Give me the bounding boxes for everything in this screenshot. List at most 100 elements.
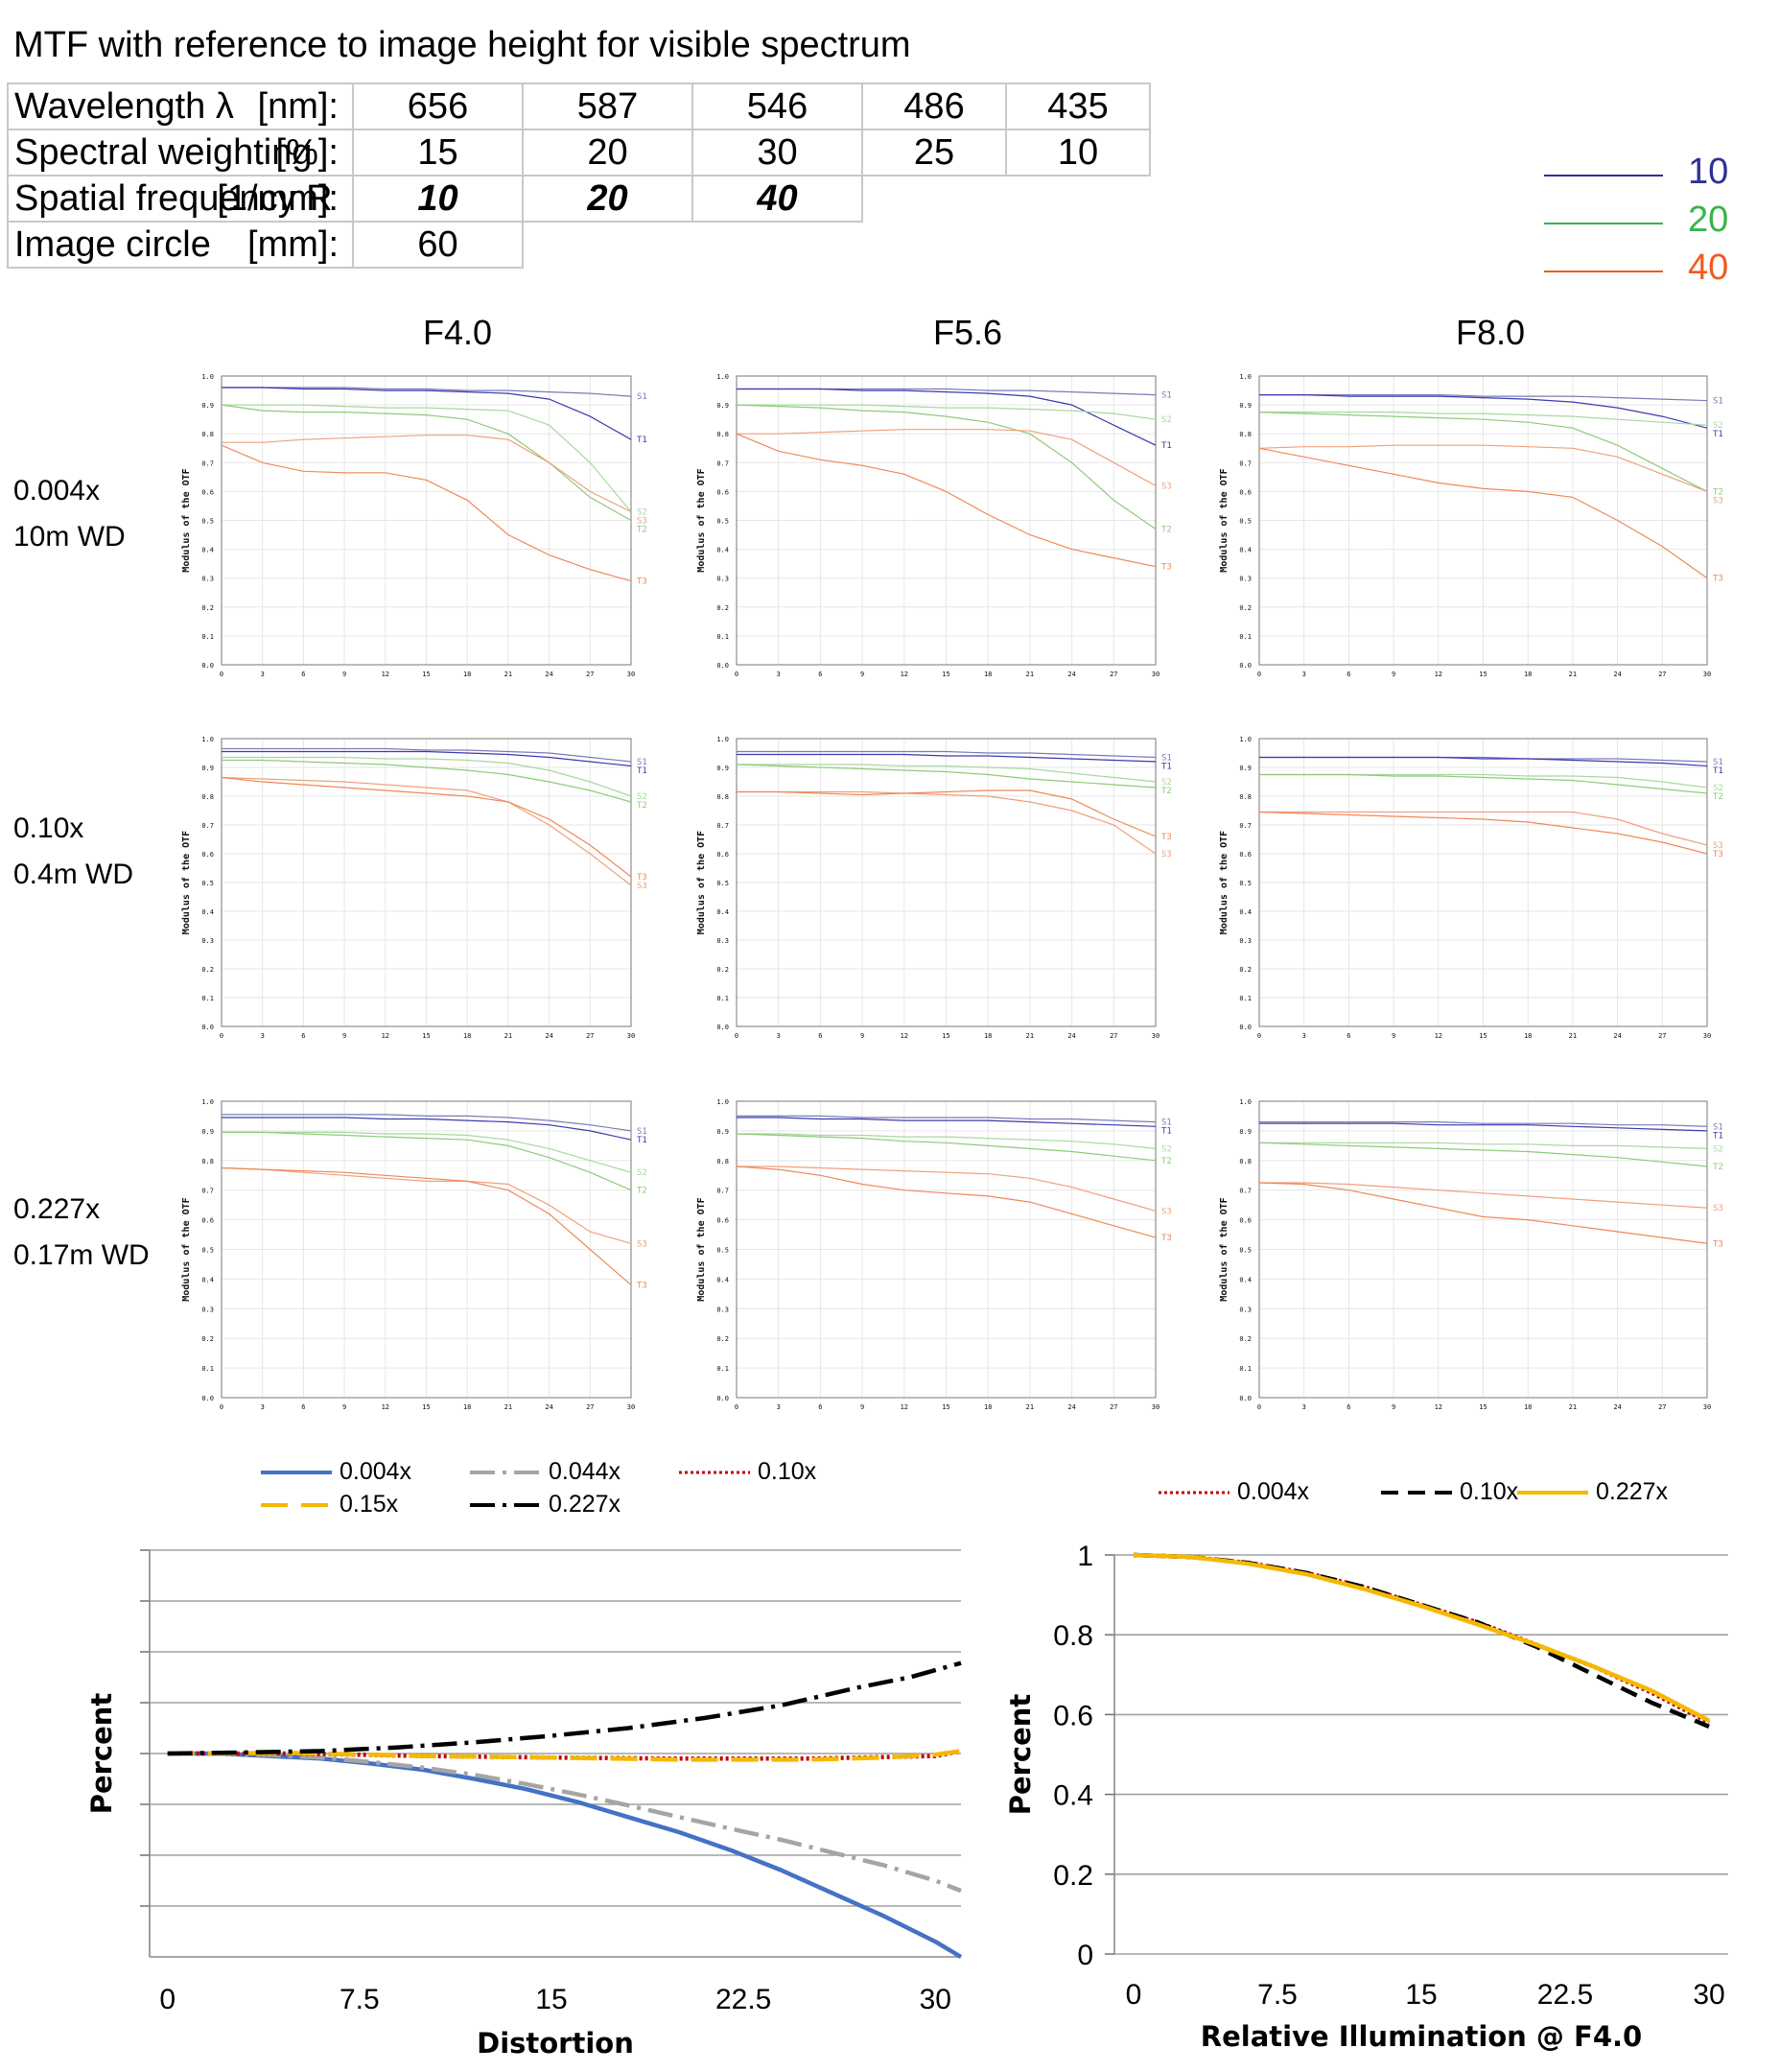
aperture-header-f4: F4.0 — [422, 313, 493, 352]
legend-swatch — [470, 1503, 541, 1507]
mtf-curve-s1 — [222, 1114, 632, 1132]
label-text: Spatial frequency R — [14, 177, 333, 219]
y-tick-label: 0.6 — [201, 488, 214, 496]
illumination-curve — [1133, 1552, 1711, 1723]
x-tick-label: 12 — [1435, 671, 1442, 678]
mtf-curve-s3 — [1258, 444, 1708, 492]
curve-label-t2: T2 — [637, 801, 647, 811]
y-tick-label: 0.0 — [716, 1395, 729, 1402]
mtf-curve-t1 — [222, 387, 632, 440]
y-tick-label: 0 — [1077, 1940, 1093, 1971]
curve-label-s3: S3 — [637, 1239, 647, 1249]
y-tick-label: 1.0 — [716, 736, 729, 743]
mtf-panel: 0 3 6 9 12 15 18 21 24 27 30 0.0 0.1 0.2 0.3 0.4 0.5 0.6 0… — [683, 727, 1204, 1046]
y-tick-label: 0.2 — [716, 1335, 729, 1343]
mtf-curve-t2 — [1258, 1142, 1708, 1167]
mtf-curve-s3 — [221, 776, 632, 886]
y-tick-label: 0.1 — [201, 1365, 214, 1373]
distortion-svg: 0 7.5 15 22.5 30 Distortion Percent — [85, 1549, 963, 2060]
legend-label: 0.227x — [549, 1491, 621, 1518]
curve-label-t2: T2 — [1713, 487, 1723, 497]
curve-label-t1: T1 — [1713, 1131, 1723, 1141]
curve-label-s2: S2 — [1713, 421, 1723, 431]
mtf-curve-t1 — [737, 753, 1157, 763]
y-tick-label: 0.8 — [1239, 793, 1252, 801]
curve-label-s3: S3 — [637, 516, 647, 526]
mtf-curve-t3 — [221, 1166, 632, 1286]
curve-label-t1: T1 — [637, 1136, 647, 1145]
curve-label-t1: T1 — [1161, 1127, 1172, 1137]
curve-label-s1: S1 — [1713, 1122, 1723, 1132]
y-tick-label: 0.1 — [716, 1365, 729, 1373]
legend-swatch — [679, 1471, 750, 1474]
y-tick-label: 0.2 — [201, 1335, 214, 1343]
y-tick-label: 0.4 — [1239, 908, 1252, 916]
x-tick-label: 3 — [777, 1032, 781, 1040]
curve-label-t2: T2 — [1161, 787, 1172, 796]
aperture-header-f56: F5.6 — [932, 313, 1003, 352]
y-axis-label: Modulus of the OTF — [1219, 468, 1230, 572]
legend-label: 10 — [1688, 152, 1729, 192]
x-tick-label: 0 — [1257, 671, 1261, 678]
x-tick-label: 30 — [1693, 1979, 1724, 2011]
x-tick-label: 12 — [382, 1403, 389, 1411]
curve-label-s3: S3 — [1161, 1207, 1172, 1216]
curve-label-s2: S2 — [1161, 415, 1172, 425]
x-tick-label: 0 — [735, 671, 738, 678]
mtf-curve-s3 — [1259, 1182, 1708, 1209]
aperture-header-f8: F8.0 — [1455, 313, 1526, 352]
x-tick-label: 24 — [1613, 671, 1621, 678]
row-label: Image circle [mm]: — [7, 221, 354, 269]
mtf-panel: 0 3 6 9 12 15 18 21 24 27 30 0.0 0.1 0.2 0.3 0.4 0.5 0.6 0… — [1206, 1090, 1755, 1417]
y-tick-label: 0.3 — [1239, 937, 1252, 945]
curve-label-s2: S2 — [1161, 778, 1172, 788]
x-tick-label: 24 — [1067, 1032, 1075, 1040]
mtf-curve-s1 — [737, 750, 1157, 759]
x-tick-label: 27 — [586, 1403, 594, 1411]
y-tick-label: 0.0 — [1239, 1024, 1252, 1031]
table-cell: 587 — [522, 82, 693, 130]
mtf-curve-t3 — [221, 444, 632, 582]
y-axis-label: Modulus of the OTF — [181, 1197, 192, 1301]
mtf-panel: 0 3 6 9 12 15 18 21 24 27 30 0.0 0.1 0.2 0.3 0.4 0.5 0.6 0… — [1206, 365, 1755, 684]
mtf-curve-s3 — [737, 429, 1157, 486]
mtf-curve-s2 — [737, 764, 1157, 783]
x-tick-label: 9 — [860, 671, 864, 678]
y-tick-label: 0.1 — [1239, 1365, 1252, 1373]
y-tick-label: 0.8 — [1053, 1620, 1093, 1652]
legend-line — [1544, 223, 1663, 224]
y-tick-label: 0.8 — [201, 431, 214, 438]
magnification-header: 0.227x 0.17m WD — [13, 1187, 150, 1279]
y-axis-label: Modulus of the OTF — [696, 831, 707, 934]
x-tick-label: 3 — [261, 1032, 265, 1040]
mtf-curve-t2 — [222, 759, 632, 803]
curve-label-t1: T1 — [637, 766, 647, 776]
table-row: Spatial frequency R [1/mm]: 10 20 40 — [7, 175, 1150, 223]
mtf-panel-svg: 0 3 6 9 12 15 18 21 24 27 30 0.0 0.1 0.2 0.3 0.4 0.5 0.6 0… — [1219, 736, 1723, 1040]
x-tick-label: 0 — [735, 1403, 738, 1411]
x-tick-label: 15 — [942, 1403, 949, 1411]
mtf-panel: 0 3 6 9 12 15 18 21 24 27 30 0.0 0.1 0.2 0.3 0.4 0.5 0.6 0… — [168, 365, 679, 684]
x-tick-label: 21 — [1026, 1403, 1034, 1411]
curve-label-s3: S3 — [637, 882, 647, 891]
y-tick-label: 0.0 — [1239, 1395, 1252, 1402]
curve-label-s2: S2 — [637, 1168, 647, 1178]
row-label: Wavelength λ [nm]: — [7, 82, 354, 130]
x-tick-label: 9 — [860, 1403, 864, 1411]
x-tick-label: 30 — [1152, 671, 1159, 678]
curve-label-s3: S3 — [1713, 496, 1723, 506]
mtf-curve-t1 — [222, 1117, 632, 1141]
y-tick-label: 0.7 — [1239, 459, 1252, 467]
mtf-curve-s1 — [1259, 394, 1708, 402]
table-row: Image circle [mm]: 60 — [7, 221, 1150, 269]
y-tick-label: 0.6 — [1239, 488, 1252, 496]
curve-label-s1: S1 — [637, 758, 647, 767]
y-tick-label: 0.5 — [1239, 518, 1252, 526]
x-tick-label: 15 — [942, 1032, 949, 1040]
mtf-curve-s2 — [222, 404, 632, 512]
y-tick-label: 0.2 — [716, 604, 729, 612]
y-tick-label: 0.0 — [1239, 662, 1252, 670]
curve-label-s2: S2 — [1713, 784, 1723, 793]
row-label: Spatial frequency R [1/mm]: — [7, 175, 354, 223]
y-axis-label: Percent — [85, 1693, 118, 1815]
